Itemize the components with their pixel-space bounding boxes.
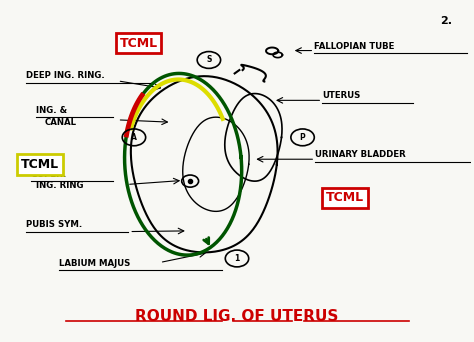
Text: ING. RING: ING. RING <box>36 182 83 190</box>
Text: 1: 1 <box>234 254 240 263</box>
Text: ROUND LIG. OF UTERUS: ROUND LIG. OF UTERUS <box>135 309 339 324</box>
Text: CANAL: CANAL <box>45 118 77 127</box>
Text: TCML: TCML <box>21 158 59 171</box>
Text: UTERUS: UTERUS <box>322 91 361 100</box>
Text: LABIUM MAJUS: LABIUM MAJUS <box>59 259 130 268</box>
Text: DEEP ING. RING.: DEEP ING. RING. <box>26 71 105 80</box>
Text: URINARY BLADDER: URINARY BLADDER <box>315 150 406 159</box>
Text: S: S <box>206 55 211 65</box>
Text: ING. &: ING. & <box>36 106 67 115</box>
Text: TCML: TCML <box>326 192 364 205</box>
Text: A: A <box>131 133 137 142</box>
Text: SUPER.: SUPER. <box>31 170 66 179</box>
Text: TCML: TCML <box>119 37 158 50</box>
Text: PUBIS SYM.: PUBIS SYM. <box>26 220 82 229</box>
Text: P: P <box>300 133 305 142</box>
Text: FALLOPIAN TUBE: FALLOPIAN TUBE <box>314 42 395 51</box>
Text: 2.: 2. <box>440 16 453 26</box>
